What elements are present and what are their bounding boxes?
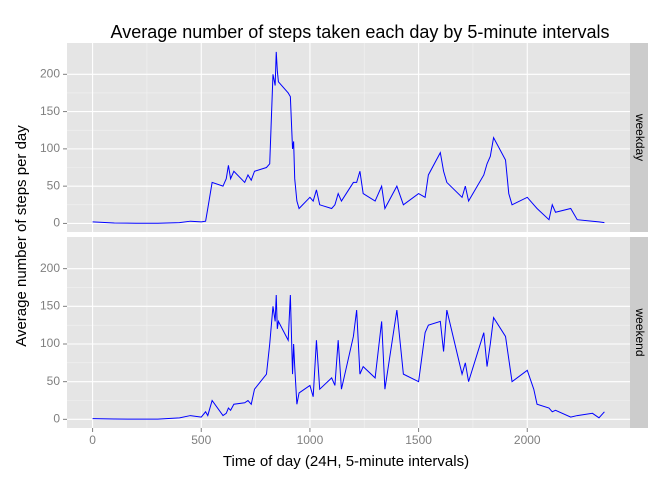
y-tick-label: 50 (47, 178, 61, 192)
y-tick-label: 150 (40, 104, 60, 118)
x-tick-label: 1000 (297, 433, 324, 447)
x-tick-label: 2000 (514, 433, 541, 447)
facet-label: weekend (633, 307, 647, 356)
facet-strip (630, 43, 648, 232)
line-series (92, 294, 605, 420)
facet-label: weekday (633, 113, 647, 161)
y-axis-label: Average number of steps per day (13, 125, 30, 347)
line-series (92, 51, 605, 224)
panel (67, 237, 630, 428)
x-tick-label: 500 (191, 433, 211, 447)
y-tick-label: 0 (53, 412, 60, 426)
facet-strip (630, 237, 648, 428)
y-tick-label: 200 (40, 66, 60, 80)
y-tick-label: 100 (40, 141, 60, 155)
x-tick-label: 1500 (405, 433, 432, 447)
chart-title: Average number of steps taken each day b… (111, 22, 610, 42)
x-axis-label: Time of day (24H, 5-minute intervals) (223, 453, 469, 470)
y-tick-label: 0 (53, 216, 60, 230)
y-tick-label: 200 (40, 261, 60, 275)
panel (67, 43, 630, 232)
y-tick-label: 100 (40, 336, 60, 350)
x-tick-label: 0 (89, 433, 96, 447)
y-tick-label: 150 (40, 298, 60, 312)
y-tick-label: 50 (47, 374, 61, 388)
